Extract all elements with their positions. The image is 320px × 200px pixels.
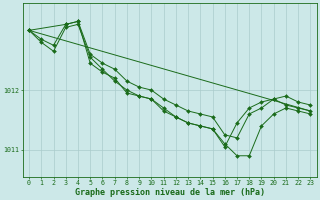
X-axis label: Graphe pression niveau de la mer (hPa): Graphe pression niveau de la mer (hPa) [75,188,265,197]
